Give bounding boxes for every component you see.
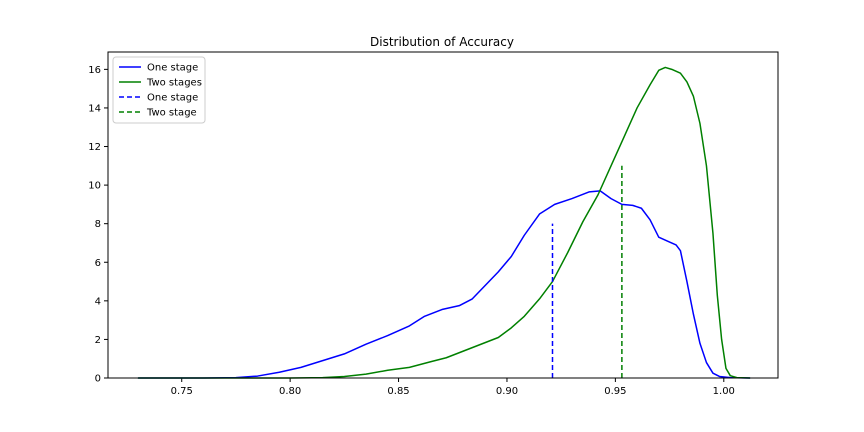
y-tick-label: 10: [88, 181, 101, 192]
y-axis-ticks: 0 2 4 6 8 10 12 14 16: [88, 65, 108, 385]
y-tick-label: 8: [95, 219, 101, 230]
plot-frame: [107, 51, 779, 379]
y-tick-label: 6: [95, 258, 101, 269]
x-tick-label: 0.80: [279, 386, 301, 397]
legend-label: One stage: [147, 93, 198, 104]
x-tick-label: 1.00: [713, 386, 735, 397]
x-tick-label: 0.85: [387, 386, 409, 397]
series-line-one-stage: [137, 190, 751, 379]
legend-label: Two stage: [146, 108, 197, 119]
y-tick-label: 0: [95, 374, 101, 385]
y-tick-label: 2: [95, 335, 101, 346]
y-tick-label: 4: [95, 296, 101, 307]
chart-title: Distribution of Accuracy: [370, 35, 514, 49]
y-tick-label: 16: [88, 65, 101, 76]
legend-label: One stage: [147, 63, 198, 74]
series-line-two-stages: [137, 66, 751, 379]
x-tick-label: 0.75: [171, 386, 193, 397]
plot-series: [137, 66, 751, 379]
y-tick-label: 14: [88, 103, 101, 114]
x-tick-label: 0.95: [604, 386, 626, 397]
legend-label: Two stages: [146, 78, 202, 89]
y-tick-label: 12: [88, 142, 101, 153]
legend-box: [112, 56, 206, 124]
legend: One stage Two stages One stage Two stage: [112, 56, 206, 124]
x-tick-label: 0.90: [496, 386, 518, 397]
